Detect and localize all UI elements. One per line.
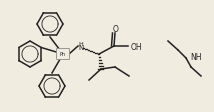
- Text: OH: OH: [130, 42, 142, 51]
- Text: NH: NH: [190, 53, 202, 62]
- Text: Ph: Ph: [60, 52, 66, 57]
- FancyBboxPatch shape: [56, 49, 70, 60]
- Text: H: H: [79, 41, 83, 46]
- Text: N: N: [78, 45, 84, 51]
- Text: O: O: [113, 25, 118, 34]
